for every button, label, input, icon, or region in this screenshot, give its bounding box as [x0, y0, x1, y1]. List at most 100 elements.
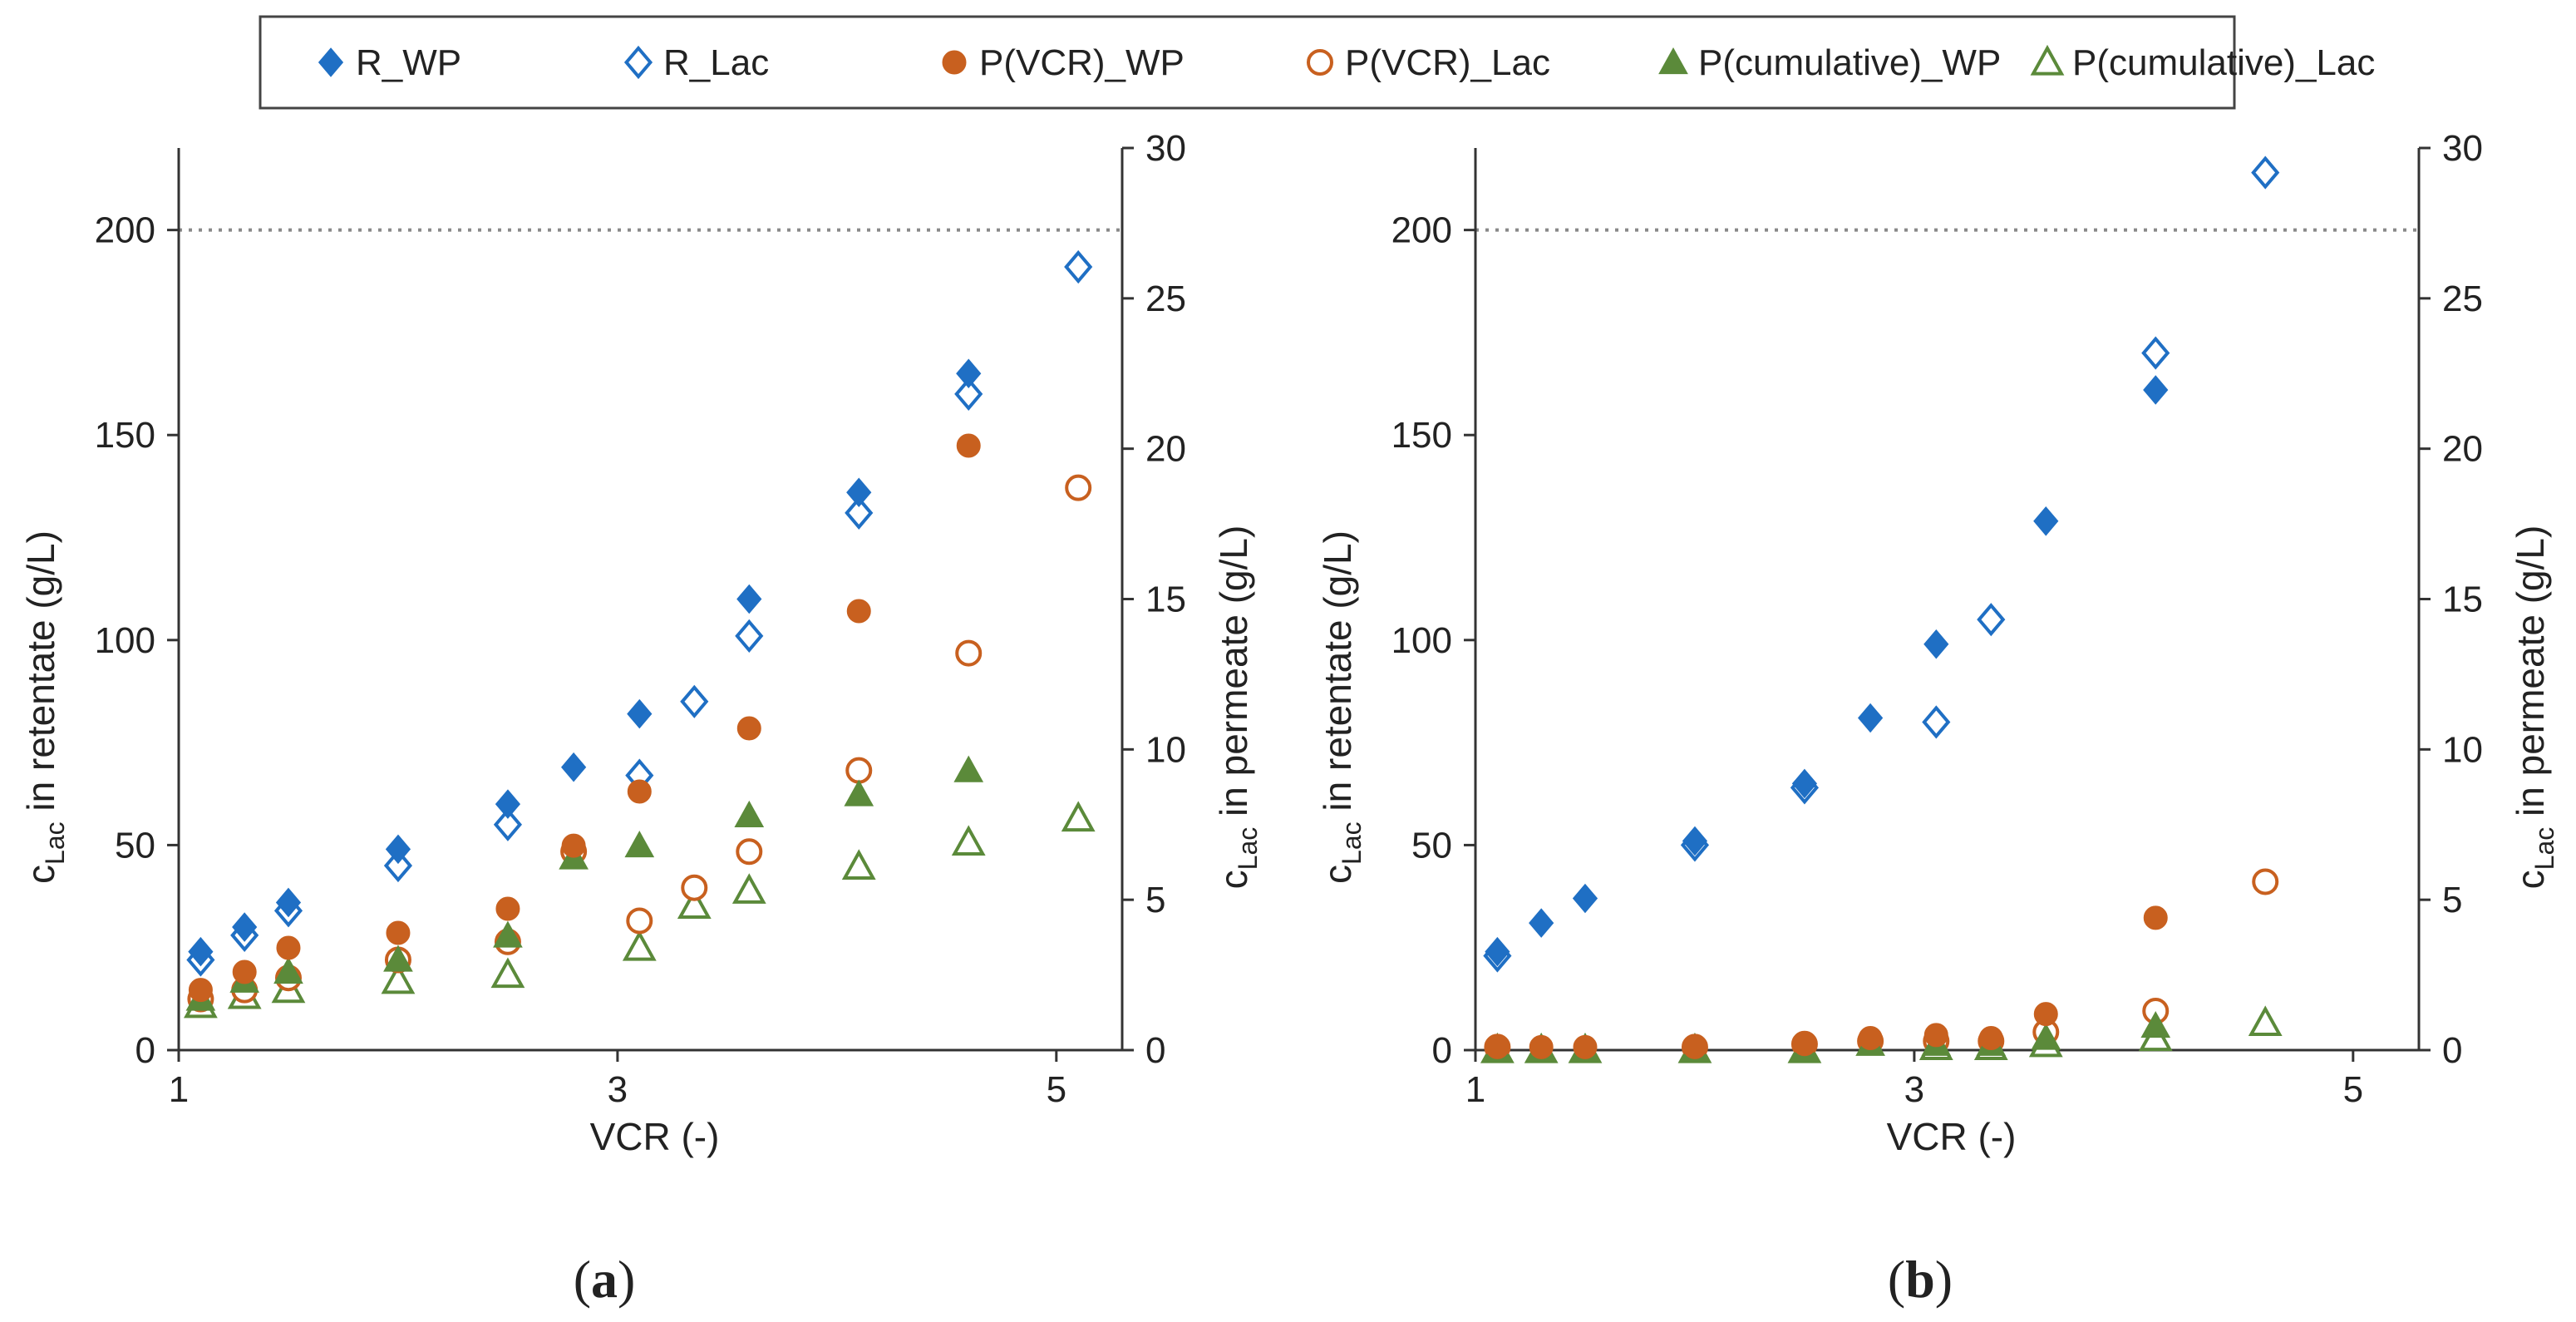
panel-b-ytick-right-label: 10	[2442, 729, 2483, 770]
panel-a-point-r-wp	[275, 887, 302, 918]
panel-b-ytick-right-label: 25	[2442, 279, 2483, 319]
panel-b-point-pvcr-wp	[2033, 1002, 2058, 1027]
panel-a-point-r-wp	[561, 752, 587, 782]
panel-a-point-pvcr-wp	[188, 978, 213, 1003]
legend-marker-r-lac	[623, 45, 653, 80]
panel-b-point-r-lac	[2251, 155, 2280, 190]
panel-b-ytick-left-label: 150	[1391, 415, 1452, 456]
panel-b-ytick-right-label: 0	[2442, 1030, 2462, 1071]
panel-b-point-pvcr-wp	[2143, 905, 2168, 930]
panel-b: 0 50 100 150 200 0 5 10 15 20 25 30 1 3 5 VCR (-) cLac i…	[1316, 128, 2559, 1309]
panel-a-point-r-wp	[495, 789, 521, 819]
panel-a-xtick-label: 3	[608, 1069, 628, 1110]
panel-a-point-pvcr-wp	[846, 599, 871, 624]
panel-a-series-pcumulative-wp	[185, 755, 984, 1011]
panel-b-point-r-wp	[1572, 883, 1598, 914]
legend-label-pvcr-wp: P(VCR)_WP	[979, 42, 1185, 83]
panel-a-point-pvcr-lac	[955, 639, 983, 667]
panel-a-point-r-lac	[383, 848, 413, 883]
panel-a-ytick-right-label: 5	[1145, 880, 1165, 920]
panel-a-series-r-lac	[186, 249, 1093, 977]
panel-b-point-pvcr-wp	[1529, 1034, 1554, 1059]
panel-a-point-pvcr-lac	[1065, 474, 1092, 501]
panel-b-point-r-lac	[1922, 705, 1951, 739]
panel-a-point-pvcr-wp	[386, 920, 411, 945]
panel-b-point-pvcr-wp	[1858, 1026, 1883, 1051]
panel-b-ytick-left-label: 100	[1391, 620, 1452, 661]
panel-b-point-r-wp	[2033, 506, 2059, 536]
panel-a-point-pvcr-wp	[276, 935, 301, 960]
panel-a-point-pcumulative-lac	[1061, 801, 1096, 832]
panel-a-x-axis-title: VCR (-)	[590, 1115, 720, 1158]
panel-b-series-r-wp	[1485, 375, 2169, 967]
legend-label-r-wp: R_WP	[356, 42, 461, 83]
panel-a-ytick-right-label: 30	[1145, 128, 1186, 169]
panel-b-point-pvcr-wp	[1573, 1034, 1598, 1059]
panel-a-ytick-right-label: 15	[1145, 580, 1186, 620]
panel-a-point-r-lac	[735, 619, 764, 653]
panel-a-point-pcumulative-lac	[677, 888, 712, 919]
legend-marker-r-wp	[318, 47, 344, 77]
panel-a-point-pcumulative-lac	[731, 873, 766, 904]
panel-a-point-pvcr-lac	[845, 757, 873, 784]
panel-a-ytick-right-label: 20	[1145, 429, 1186, 470]
panel-a-point-r-wp	[846, 477, 872, 508]
panel-b-x-axis-title: VCR (-)	[1887, 1115, 2017, 1158]
panel-a-point-r-lac	[954, 377, 983, 411]
panel-b-ytick-left-label: 50	[1411, 825, 1452, 866]
panel-a-point-r-wp	[956, 358, 982, 389]
panel-b-ytick-right-label: 30	[2442, 128, 2483, 169]
panel-b-point-r-lac	[2141, 336, 2170, 370]
panel-b-point-r-lac	[1977, 603, 2006, 637]
legend-label-r-lac: R_Lac	[663, 42, 769, 83]
panel-a-point-pcumulative-lac	[381, 963, 416, 994]
panel-b-point-pvcr-lac	[2252, 868, 2279, 895]
panel-a-point-pvcr-lac	[681, 874, 708, 901]
panel-b-xtick-label: 1	[1465, 1069, 1485, 1110]
panel-a-ytick-right-label: 0	[1145, 1030, 1165, 1071]
panel-b-ytick-right-label: 20	[2442, 429, 2483, 470]
panel-a-point-pcumulative-wp	[953, 755, 984, 782]
panel-a-point-r-wp	[627, 698, 653, 729]
panel-b-point-r-wp	[1858, 703, 1884, 733]
panel-a-point-pvcr-lac	[736, 838, 763, 866]
panel-b-point-pvcr-wp	[1682, 1034, 1707, 1059]
panel-b-point-r-wp	[2143, 375, 2169, 405]
legend-label-pcumulative-wp: P(cumulative)_WP	[1698, 42, 2001, 83]
legend-label-pcumulative-lac: P(cumulative)_Lac	[2072, 42, 2375, 83]
legend: R_WP R_Lac P(VCR)_WP P(VCR)_Lac P(cumulative…	[259, 15, 2375, 110]
panel-b-point-r-wp	[1485, 936, 1510, 967]
panel-a-ytick-left-label: 50	[115, 825, 155, 866]
panel-a-point-pcumulative-wp	[844, 779, 874, 807]
panel-a-ytick-right-label: 25	[1145, 279, 1186, 319]
panel-a-ytick-right-label: 10	[1145, 729, 1186, 770]
panel-a-series-pvcr-wp	[188, 433, 981, 1003]
panel-b-ytick-right-label: 5	[2442, 880, 2462, 920]
panel-a-point-pvcr-wp	[956, 433, 981, 458]
panel-b-ytick-left-label: 0	[1432, 1030, 1452, 1071]
panel-a: 0 50 100 150 200 0 5 10 15 20 25 30 1 3 5 VCR (-) cLac i…	[19, 128, 1263, 1309]
legend-marker-pcumulative-wp	[1658, 47, 1688, 75]
legend-label-pvcr-lac: P(VCR)_Lac	[1345, 42, 1550, 83]
panel-a-point-r-lac	[1064, 249, 1093, 284]
panel-a-point-r-wp	[385, 834, 411, 865]
panel-b-point-pvcr-wp	[1792, 1032, 1817, 1057]
panel-a-point-r-wp	[736, 584, 762, 614]
panel-b-point-pvcr-wp	[1923, 1023, 1948, 1048]
panel-a-point-pvcr-wp	[495, 896, 520, 921]
panel-b-point-r-wp	[1682, 826, 1708, 856]
legend-marker-pvcr-wp	[942, 50, 967, 75]
panel-a-ytick-left-label: 200	[95, 210, 155, 251]
panel-b-series-r-lac	[1483, 155, 2280, 973]
panel-a-xtick-label: 1	[169, 1069, 189, 1110]
panel-b-point-pvcr-wp	[1978, 1026, 2003, 1051]
panel-a-ytick-left-label: 100	[95, 620, 155, 661]
legend-frame	[259, 15, 2236, 110]
panel-a-point-pcumulative-lac	[841, 849, 876, 880]
panel-a-point-r-lac	[845, 496, 874, 530]
panel-a-point-pcumulative-wp	[273, 956, 303, 984]
panel-b-point-pcumulative-wp	[2140, 1011, 2171, 1038]
panel-a-point-pcumulative-wp	[624, 831, 655, 858]
panel-b-point-pvcr-wp	[1485, 1034, 1510, 1059]
